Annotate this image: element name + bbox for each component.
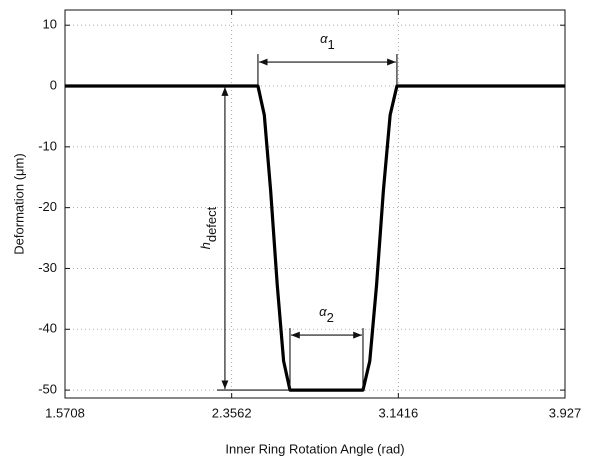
annotation-symbol: h bbox=[198, 242, 213, 249]
annotation: hdefect bbox=[198, 206, 219, 249]
grid bbox=[64, 10, 566, 398]
x-tick-label: 3.927 bbox=[549, 405, 582, 420]
y-tick-label: -50 bbox=[38, 382, 57, 397]
y-tick-label: -10 bbox=[38, 138, 57, 153]
annotation-subscript: 2 bbox=[327, 311, 334, 326]
x-axis-label: Inner Ring Rotation Angle (rad) bbox=[225, 441, 404, 456]
annotation-subscript: defect bbox=[204, 206, 219, 242]
y-tick-label: -30 bbox=[38, 260, 57, 275]
data-line bbox=[65, 84, 565, 392]
annotation-subscript: 1 bbox=[328, 37, 335, 52]
x-tick-label: 3.1416 bbox=[378, 405, 418, 420]
x-tick-label: 2.3562 bbox=[212, 405, 252, 420]
annotation-symbol: α bbox=[319, 305, 327, 320]
y-tick-label: 10 bbox=[43, 17, 57, 32]
y-tick-label: -20 bbox=[38, 199, 57, 214]
y-axis-label: Deformation (μm) bbox=[11, 153, 26, 254]
plot-frame bbox=[64, 9, 566, 399]
annotation: α2 bbox=[319, 305, 334, 326]
x-tick-label: 1.5708 bbox=[45, 405, 85, 420]
annotation: α1 bbox=[320, 31, 335, 52]
y-tick-label: 0 bbox=[50, 77, 57, 92]
annotation-symbol: α bbox=[320, 31, 328, 46]
y-tick-label: -40 bbox=[38, 321, 57, 336]
